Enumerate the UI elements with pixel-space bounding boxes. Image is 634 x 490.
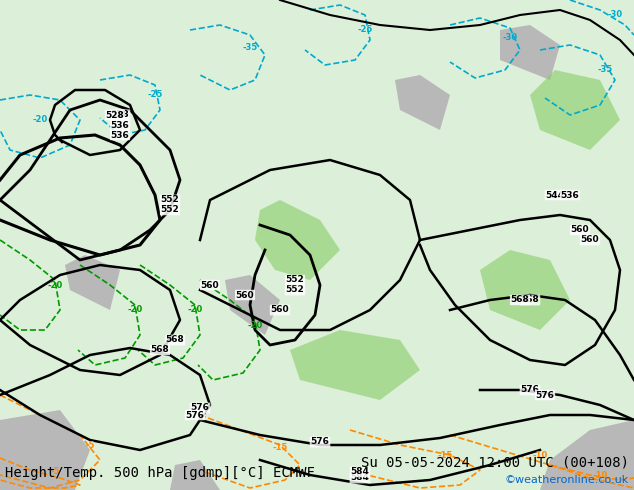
Text: 536: 536 (560, 191, 579, 199)
Polygon shape (0, 410, 90, 490)
Text: 568: 568 (151, 345, 169, 354)
Text: -10: -10 (592, 470, 607, 480)
Text: -35: -35 (597, 66, 612, 74)
Text: -20: -20 (247, 320, 262, 329)
Text: 528
536: 528 536 (110, 110, 129, 130)
Text: 552: 552 (160, 196, 179, 204)
Text: 584: 584 (351, 473, 370, 483)
Text: 536: 536 (110, 130, 129, 140)
Text: -25: -25 (147, 91, 163, 99)
Text: 568: 568 (521, 295, 540, 304)
Text: 552: 552 (286, 286, 304, 294)
Text: 560: 560 (581, 236, 599, 245)
Text: 576: 576 (536, 391, 555, 399)
Text: -20: -20 (32, 116, 48, 124)
Text: 528: 528 (106, 111, 124, 120)
Text: 560: 560 (236, 291, 254, 299)
Text: -5: -5 (85, 441, 94, 449)
Text: 576: 576 (186, 411, 204, 419)
Polygon shape (255, 200, 340, 280)
Polygon shape (225, 275, 280, 335)
Text: Height/Temp. 500 hPa [gdmp][°C] ECMWF: Height/Temp. 500 hPa [gdmp][°C] ECMWF (5, 466, 315, 480)
Text: 568: 568 (165, 336, 184, 344)
Text: -20: -20 (127, 305, 143, 315)
Polygon shape (395, 75, 450, 130)
Text: 584: 584 (351, 467, 370, 476)
Polygon shape (530, 70, 620, 150)
Text: -35: -35 (242, 44, 257, 52)
Polygon shape (480, 250, 570, 330)
Text: Su 05-05-2024 12:00 UTC (00+108): Su 05-05-2024 12:00 UTC (00+108) (361, 456, 629, 470)
Text: -25: -25 (358, 25, 373, 34)
Text: 576: 576 (311, 438, 330, 446)
Text: 544: 544 (545, 191, 564, 199)
Text: 576: 576 (191, 403, 209, 413)
Text: 552: 552 (160, 205, 179, 215)
Text: ©weatheronline.co.uk: ©weatheronline.co.uk (505, 475, 629, 485)
Polygon shape (170, 460, 220, 490)
Text: 560: 560 (571, 225, 590, 235)
Text: -5: -5 (50, 467, 60, 476)
Text: -15: -15 (273, 443, 288, 452)
Polygon shape (65, 255, 120, 310)
Text: -10: -10 (533, 450, 548, 460)
Text: -20: -20 (188, 305, 203, 315)
Text: 576: 576 (521, 386, 540, 394)
Text: 552: 552 (286, 275, 304, 285)
Polygon shape (540, 420, 634, 490)
Polygon shape (500, 25, 560, 80)
Text: -15: -15 (437, 450, 453, 460)
Text: 560: 560 (201, 280, 219, 290)
Text: -30: -30 (607, 10, 623, 20)
Text: -20: -20 (48, 280, 63, 290)
Text: -30: -30 (502, 33, 517, 43)
Polygon shape (290, 330, 420, 400)
Text: 568: 568 (510, 295, 529, 304)
Text: 560: 560 (271, 305, 289, 315)
